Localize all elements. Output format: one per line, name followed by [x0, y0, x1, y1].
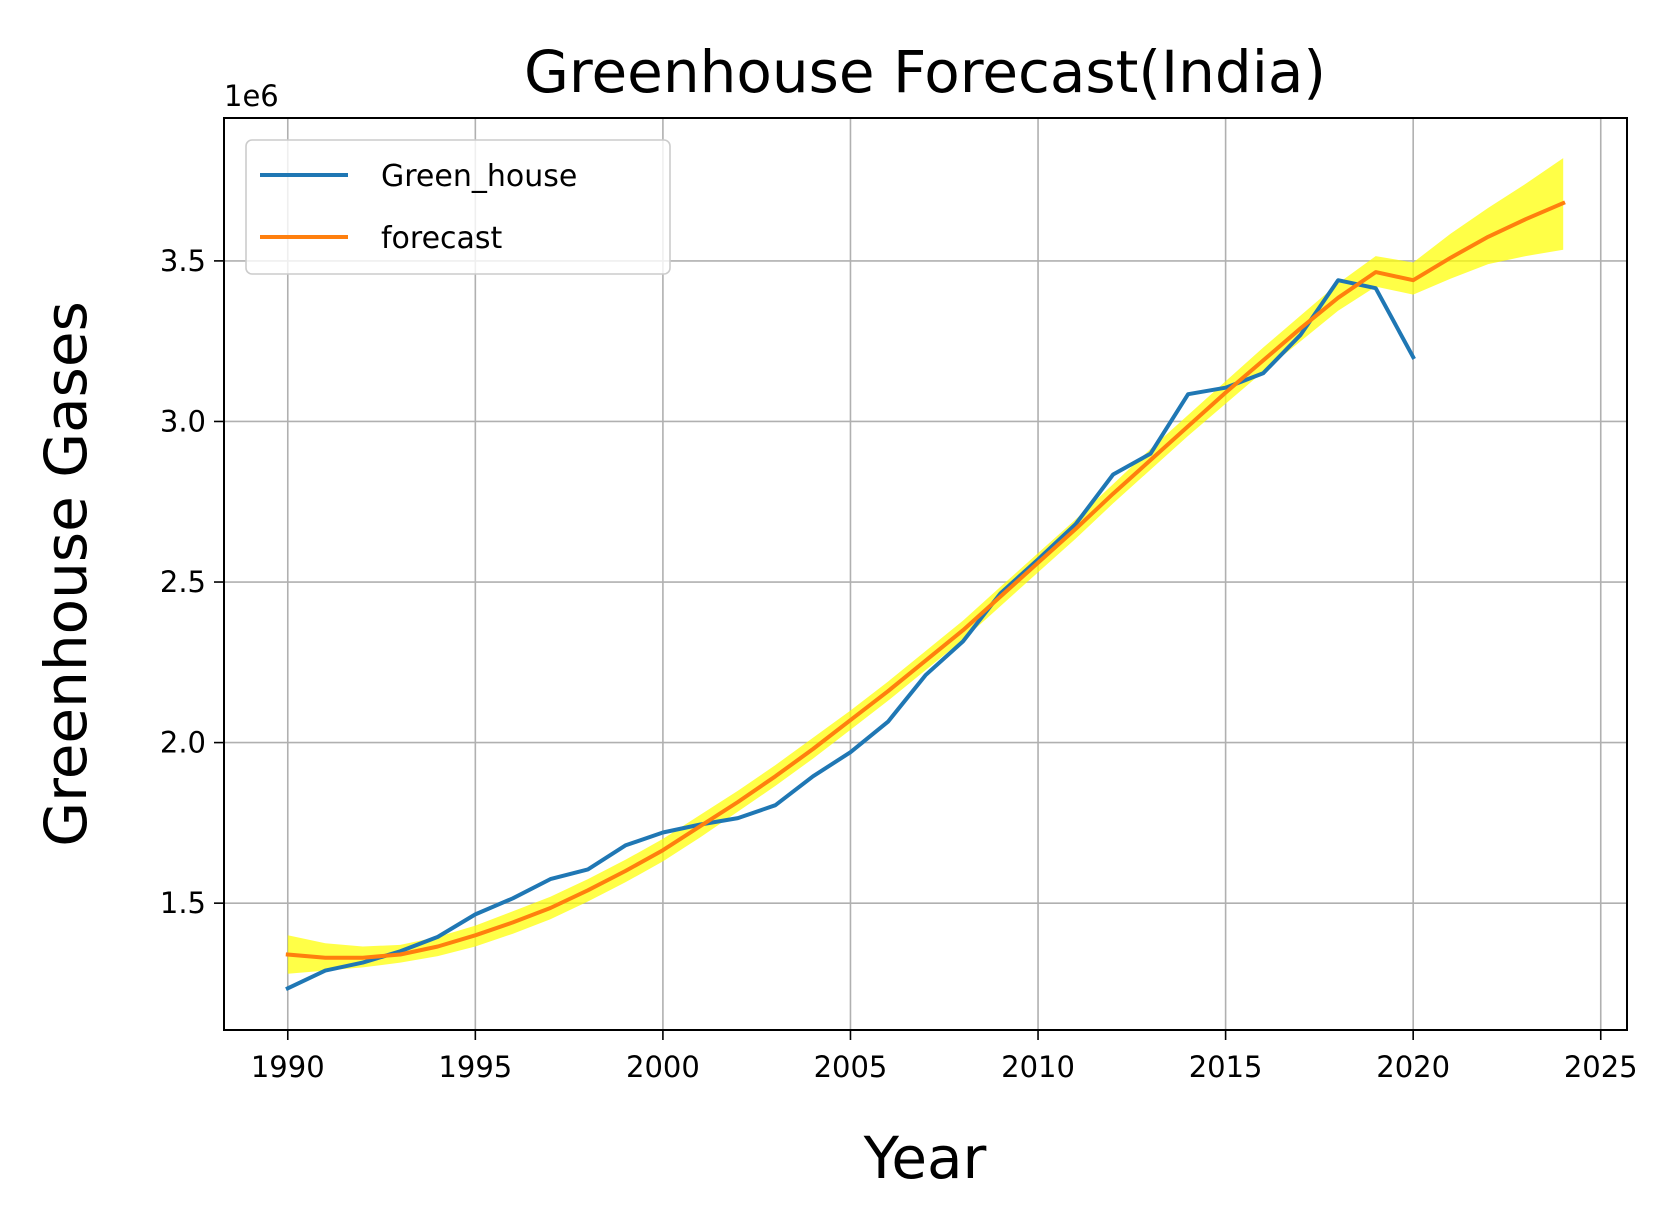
x-tick-label: 2015 — [1189, 1050, 1263, 1084]
y-tick-label: 3.0 — [160, 404, 206, 438]
legend-label-green-house: Green_house — [381, 159, 577, 194]
legend-box — [245, 139, 671, 275]
x-tick-label: 1990 — [251, 1050, 325, 1084]
y-tick-label: 2.5 — [160, 565, 206, 599]
y-offset-label: 1e6 — [224, 79, 279, 113]
chart-title: Greenhouse Forecast(India) — [524, 38, 1326, 106]
x-tick-label: 2000 — [626, 1050, 700, 1084]
y-tick-label: 2.0 — [160, 726, 206, 760]
x-tick-label: 2025 — [1564, 1050, 1638, 1084]
y-axis-label: Greenhouse Gases — [32, 301, 100, 847]
x-tick-label: 1995 — [438, 1050, 512, 1084]
x-axis-ticks: 1990 1995 2000 2005 2010 2015 2020 2025 — [251, 1030, 1638, 1084]
series-lines — [285, 200, 1566, 991]
plot-frame — [223, 117, 1628, 1031]
series-line-green-house — [285, 278, 1416, 991]
x-tick-label: 2005 — [814, 1050, 888, 1084]
legend-label-forecast: forecast — [381, 221, 503, 256]
y-axis-ticks: 1.5 2.0 2.5 3.0 3.5 — [160, 244, 224, 920]
x-tick-label: 2010 — [1001, 1050, 1075, 1084]
y-tick-label: 1.5 — [160, 886, 206, 920]
y-tick-label: 3.5 — [160, 244, 206, 278]
legend: Green_house forecast — [245, 139, 671, 275]
series-line-forecast — [285, 200, 1566, 960]
x-axis-label: Year — [863, 1124, 987, 1192]
x-tick-label: 2020 — [1376, 1050, 1450, 1084]
